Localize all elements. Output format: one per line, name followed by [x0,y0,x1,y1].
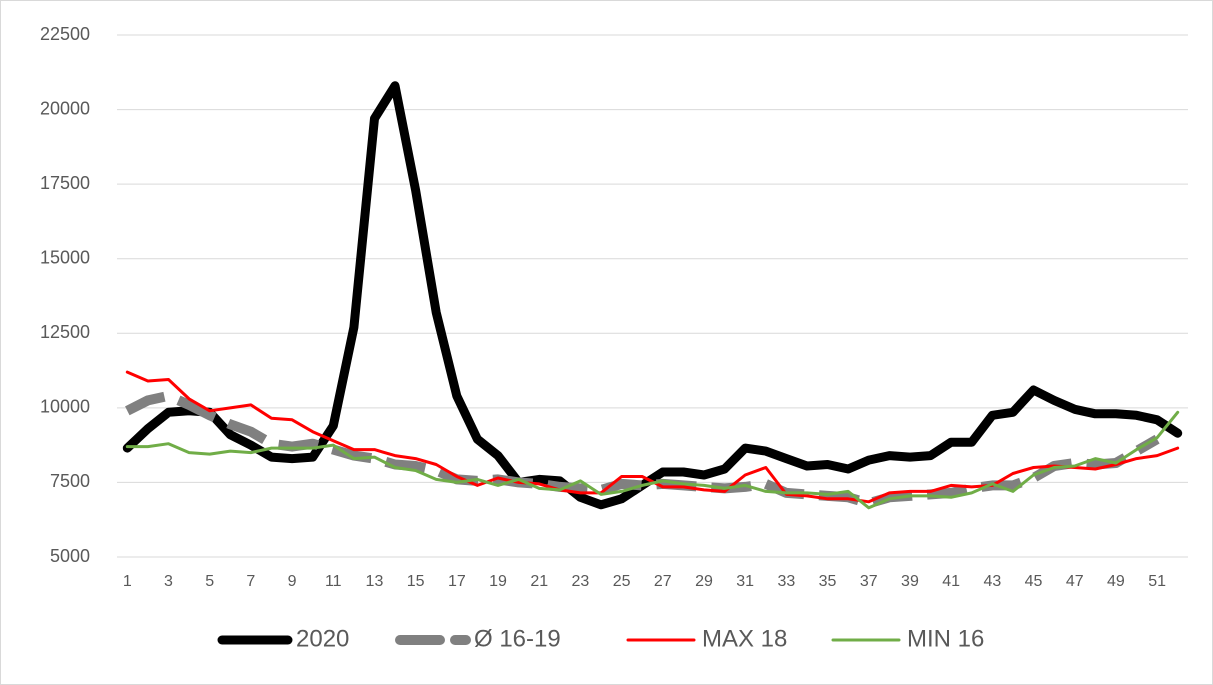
x-tick-label: 15 [407,573,425,590]
legend-label: MIN 16 [907,625,984,652]
x-tick-label: 51 [1148,573,1166,590]
y-tick-label: 10000 [40,397,90,417]
series-line [122,81,1183,510]
x-tick-label: 23 [572,573,590,590]
x-tick-label: 5 [205,573,214,590]
x-tick-label: 27 [654,573,672,590]
x-tick-label: 17 [448,573,466,590]
x-tick-label: 49 [1107,573,1125,590]
x-tick-label: 13 [366,573,384,590]
x-tick-label: 35 [819,573,837,590]
x-tick-label: 45 [1025,573,1043,590]
x-tick-label: 25 [613,573,631,590]
y-tick-label: 22500 [40,24,90,44]
x-tick-label: 19 [489,573,507,590]
x-tick-label: 47 [1066,573,1084,590]
series-line [125,410,1180,510]
x-tick-label: 33 [777,573,795,590]
y-tick-label: 12500 [40,322,90,342]
x-tick-label: 1 [123,573,132,590]
legend-label: Ø 16-19 [474,625,561,652]
x-tick-label: 37 [860,573,878,590]
legend-label: 2020 [296,625,349,652]
x-tick-label: 3 [164,573,173,590]
x-tick-label: 29 [695,573,713,590]
y-tick-label: 20000 [40,98,90,118]
x-tick-label: 43 [983,573,1001,590]
x-tick-label: 41 [942,573,960,590]
y-tick-label: 7500 [50,471,90,491]
x-tick-label: 31 [736,573,754,590]
x-tick-label: 9 [288,573,297,590]
legend-label: MAX 18 [702,625,787,652]
x-tick-label: 39 [901,573,919,590]
x-tick-label: 11 [325,573,342,590]
y-tick-label: 15000 [40,247,90,267]
x-tick-label: 21 [530,573,548,590]
y-tick-label: 17500 [40,173,90,193]
y-tick-label: 5000 [50,546,90,566]
x-tick-label: 7 [246,573,255,590]
